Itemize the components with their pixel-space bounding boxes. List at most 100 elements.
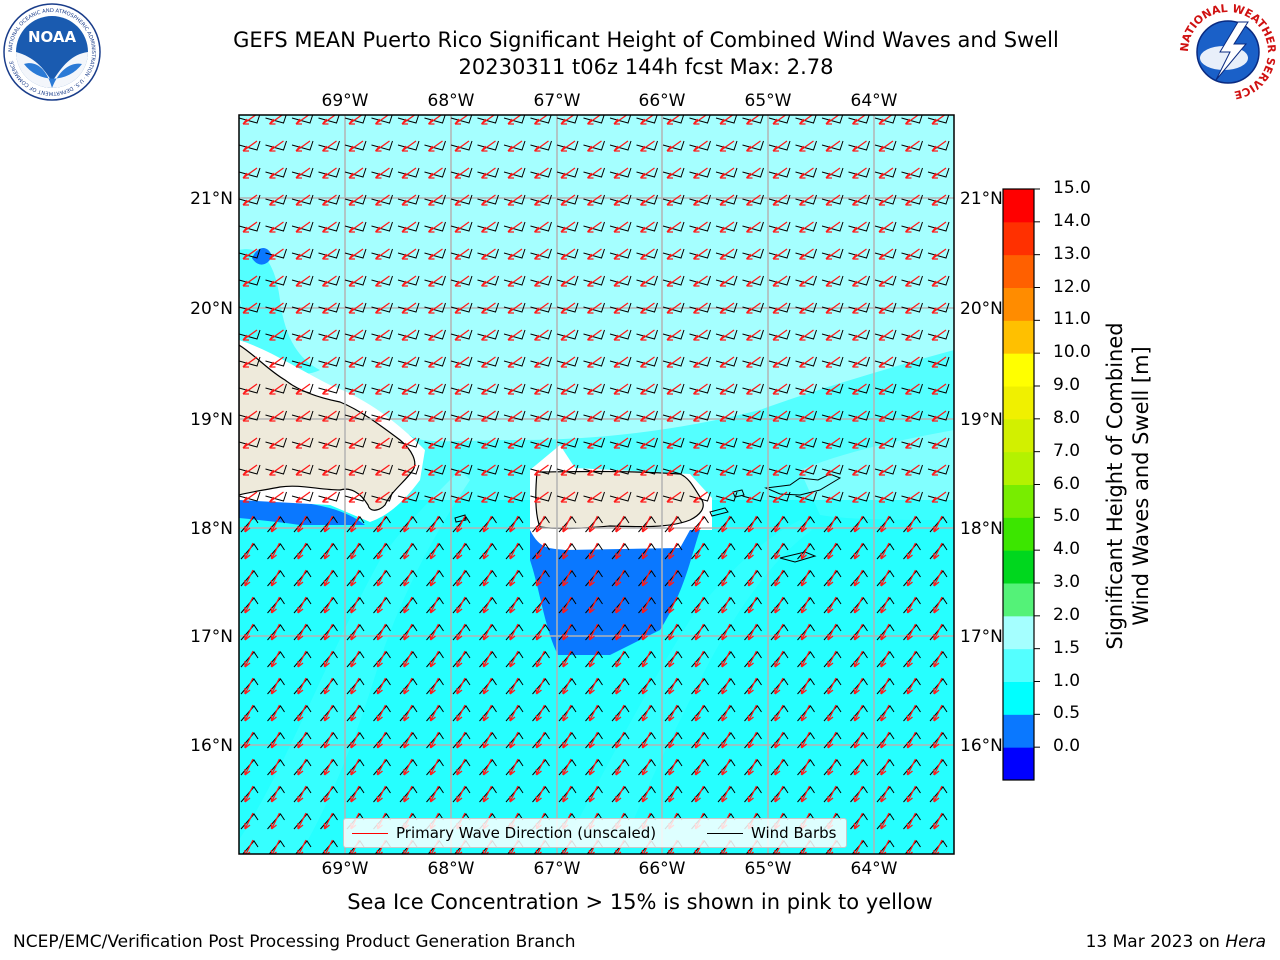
wave-direction-arrow <box>403 650 413 668</box>
wave-direction-arrow <box>798 140 814 152</box>
colorbar-bin <box>1003 714 1034 748</box>
wind-barb <box>927 115 950 124</box>
lon-labels-top: 69°W 68°W 67°W 66°W 65°W 64°W <box>322 91 898 111</box>
wave-height-field-0p5-1p0 <box>530 530 700 655</box>
wave-direction-arrow <box>827 515 837 533</box>
wave-direction-arrow <box>719 383 735 395</box>
wave-direction-arrow <box>562 785 572 803</box>
wave-direction-arrow <box>429 677 440 695</box>
wave-direction-arrow <box>931 302 947 314</box>
wind-barb <box>662 167 685 178</box>
wind-barb <box>927 383 950 394</box>
wind-barb <box>715 329 738 340</box>
wind-barb <box>609 115 632 124</box>
wind-barb <box>424 410 446 421</box>
wind-barb <box>874 356 897 367</box>
wave-direction-arrow <box>904 464 920 476</box>
wave-direction-arrow <box>348 437 364 449</box>
wave-direction-arrow <box>429 569 440 587</box>
wave-direction-arrow <box>244 704 254 722</box>
wave-direction-arrow <box>774 596 784 614</box>
wind-barb <box>609 167 632 178</box>
wave-direction-arrow <box>401 248 417 260</box>
wave-direction-arrow <box>509 758 519 776</box>
wave-direction-arrow <box>798 275 814 287</box>
wave-direction-arrow <box>348 221 364 233</box>
wave-direction-arrow <box>933 569 943 587</box>
wave-direction-arrow <box>270 812 281 830</box>
wave-direction-arrow <box>401 167 417 179</box>
wave-direction-arrow <box>268 221 284 233</box>
wind-barb <box>742 275 764 286</box>
colorbar-bin <box>1003 550 1034 584</box>
wind-barb <box>265 329 287 340</box>
wind-barb <box>874 275 897 286</box>
wind-barb <box>927 356 950 367</box>
wind-barb <box>768 221 791 232</box>
wind-barb <box>344 437 367 448</box>
wind-barb <box>848 302 870 313</box>
wind-barb <box>742 115 764 124</box>
wave-direction-arrow <box>588 596 599 614</box>
wave-direction-arrow <box>297 569 307 587</box>
wave-direction-arrow <box>533 140 549 152</box>
wave-direction-arrow <box>321 248 337 260</box>
wave-direction-arrow <box>747 704 758 722</box>
wind-barb <box>742 491 764 502</box>
wave-direction-arrow <box>933 623 943 641</box>
wave-direction-arrow <box>533 275 549 287</box>
wave-direction-arrow <box>586 491 602 503</box>
wind-barb <box>450 329 473 340</box>
colorbar-tick-label: 1.5 <box>1053 637 1081 658</box>
wave-direction-arrow <box>429 758 440 776</box>
wave-direction-arrow <box>931 437 947 449</box>
wind-barb <box>530 140 552 151</box>
wind-barb <box>583 329 605 340</box>
wind-barb <box>715 221 738 232</box>
wave-direction-arrow <box>427 491 443 503</box>
wave-direction-arrow <box>774 515 784 533</box>
wave-direction-arrow <box>719 491 735 503</box>
colorbar-tick-label: 11.0 <box>1053 309 1091 330</box>
wind-barb <box>239 115 261 124</box>
wind-barb <box>397 194 420 205</box>
wave-direction-arrow <box>747 569 758 587</box>
wave-direction-arrow <box>613 464 629 476</box>
wave-direction-arrow <box>613 329 629 341</box>
wave-direction-arrow <box>374 221 390 233</box>
wave-direction-arrow <box>376 785 387 803</box>
map-legend: Primary Wave Direction (unscaled) Wind B… <box>343 818 847 848</box>
wave-direction-arrow <box>668 650 678 668</box>
wave-direction-arrow <box>244 515 254 533</box>
wind-barb <box>503 302 526 313</box>
wind-barb <box>239 437 261 448</box>
wind-barb <box>397 356 420 367</box>
wave-direction-arrow <box>931 356 947 368</box>
colorbar-bin <box>1003 484 1034 518</box>
wind-barb <box>397 383 420 394</box>
wave-direction-arrow <box>721 515 731 533</box>
wind-barb <box>344 167 367 178</box>
wave-direction-arrow <box>639 383 655 395</box>
wind-barb <box>609 437 632 448</box>
wind-barb <box>583 464 605 475</box>
wind-barb <box>530 248 552 259</box>
wave-direction-arrow <box>268 194 284 206</box>
wind-barb <box>291 115 314 124</box>
wave-direction-arrow <box>376 542 387 560</box>
wave-direction-arrow <box>348 491 364 503</box>
wind-barb <box>265 410 287 421</box>
wave-direction-arrow <box>323 542 334 560</box>
wave-direction-arrow <box>535 677 546 695</box>
wave-direction-arrow <box>244 542 254 560</box>
wave-direction-arrow <box>772 329 788 341</box>
wave-direction-arrow <box>774 677 784 695</box>
wind-barb <box>715 383 738 394</box>
wave-direction-arrow <box>772 383 788 395</box>
wave-direction-arrow <box>772 356 788 368</box>
wave-direction-arrow <box>244 812 254 830</box>
wind-barb <box>821 356 844 367</box>
svg-text:67°W: 67°W <box>534 859 581 879</box>
wave-direction-arrow <box>800 596 811 614</box>
